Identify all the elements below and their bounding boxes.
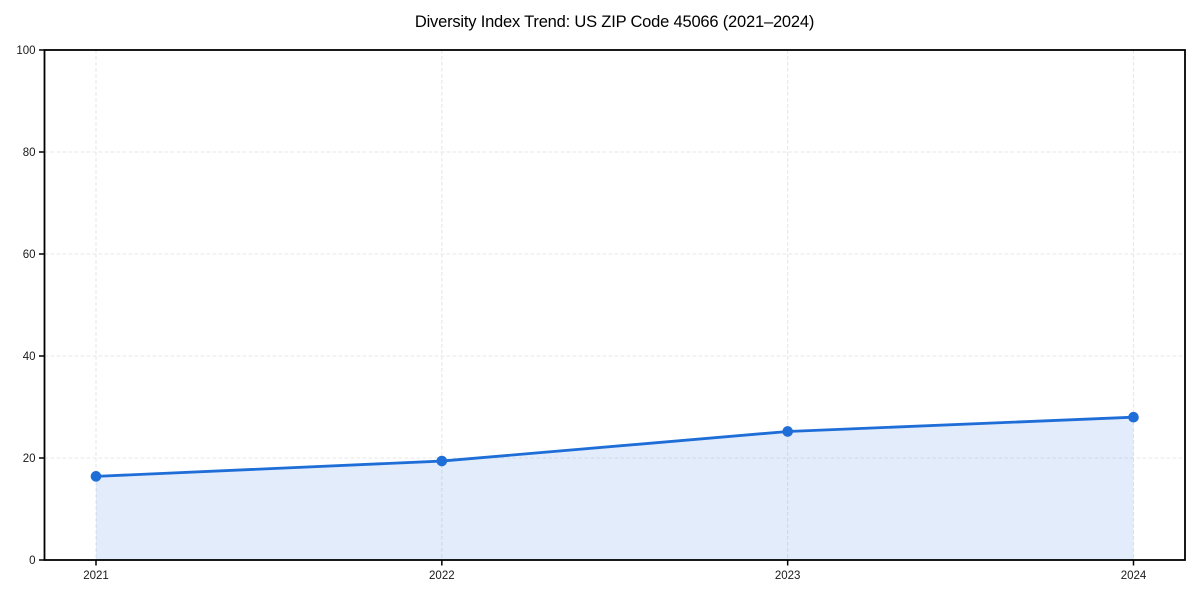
x-tick-label: 2021 — [83, 570, 109, 582]
area-fill — [96, 417, 1134, 560]
y-tick-label: 20 — [23, 453, 36, 465]
y-tick-label: 60 — [23, 249, 36, 261]
x-tick-label: 2024 — [1121, 570, 1147, 582]
x-tick-label: 2023 — [775, 570, 801, 582]
trend-line — [94, 415, 1135, 478]
y-tick-label: 0 — [29, 555, 35, 567]
plot-border — [43, 49, 1186, 561]
data-point-marker — [782, 426, 793, 437]
y-tick-label: 100 — [16, 45, 35, 57]
data-point-marker — [90, 471, 102, 482]
x-tick-label: 2022 — [429, 570, 455, 582]
y-tick-label: 40 — [23, 351, 36, 363]
data-point-marker — [1128, 411, 1139, 423]
data-point-marker — [436, 455, 448, 467]
chart-title: Diversity Index Trend: US ZIP Code 45066… — [414, 13, 815, 31]
y-tick-label: 80 — [23, 147, 36, 159]
